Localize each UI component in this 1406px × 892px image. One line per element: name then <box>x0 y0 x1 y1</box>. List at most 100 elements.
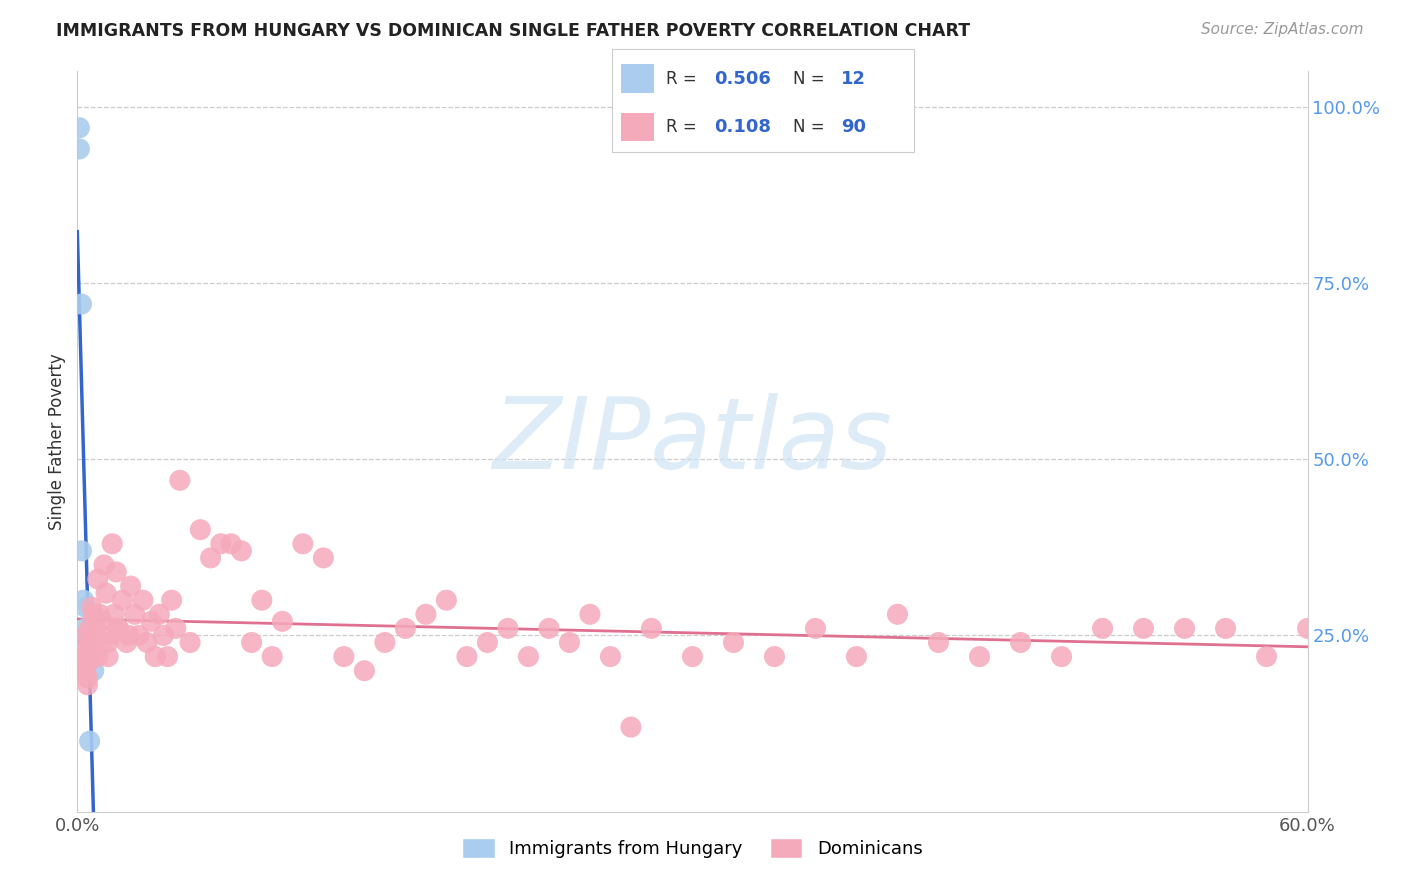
Point <box>76 649 98 664</box>
Point <box>87 572 110 586</box>
Point <box>152 628 174 642</box>
Text: 12: 12 <box>841 70 866 87</box>
Point <box>141 615 163 629</box>
Text: ZIPatlas: ZIPatlas <box>492 393 893 490</box>
Text: 90: 90 <box>841 118 866 136</box>
Point <box>83 607 105 622</box>
Point <box>209 537 232 551</box>
Point <box>219 537 242 551</box>
Point <box>640 621 662 635</box>
Point <box>188 523 212 537</box>
Text: IMMIGRANTS FROM HUNGARY VS DOMINICAN SINGLE FATHER POVERTY CORRELATION CHART: IMMIGRANTS FROM HUNGARY VS DOMINICAN SIN… <box>56 22 970 40</box>
Point <box>143 649 166 664</box>
Point <box>79 734 101 748</box>
Point <box>1132 621 1154 635</box>
Point <box>1296 621 1319 635</box>
Point <box>1174 621 1197 635</box>
Point <box>436 593 458 607</box>
Point <box>120 579 142 593</box>
Point <box>97 649 120 664</box>
Point <box>496 621 519 635</box>
Text: 0.108: 0.108 <box>714 118 772 136</box>
Point <box>845 649 868 664</box>
Point <box>97 635 120 649</box>
Point <box>165 621 187 635</box>
Point <box>76 678 98 692</box>
Point <box>75 642 97 657</box>
Point <box>456 649 478 664</box>
Point <box>79 621 101 635</box>
Point <box>394 621 416 635</box>
Point <box>76 657 98 671</box>
Legend: Immigrants from Hungary, Dominicans: Immigrants from Hungary, Dominicans <box>456 830 929 865</box>
Point <box>105 565 128 579</box>
Point <box>333 649 356 664</box>
Point <box>72 593 94 607</box>
Point <box>1215 621 1237 635</box>
Text: R =: R = <box>666 118 702 136</box>
Text: N =: N = <box>793 70 830 87</box>
Point <box>1091 621 1114 635</box>
Point <box>312 550 335 565</box>
Point <box>89 607 111 622</box>
Point <box>93 558 115 572</box>
Point <box>558 635 581 649</box>
Point <box>75 600 97 615</box>
Point <box>240 635 263 649</box>
Point <box>291 537 314 551</box>
Point <box>101 537 124 551</box>
Point <box>537 621 560 635</box>
Point <box>87 649 110 664</box>
Point <box>620 720 643 734</box>
Point <box>75 664 97 678</box>
Bar <box>620 112 654 141</box>
Text: R =: R = <box>666 70 702 87</box>
Point <box>169 473 191 487</box>
Point <box>517 649 540 664</box>
Point <box>72 649 94 664</box>
Point <box>67 142 90 156</box>
Point <box>179 635 201 649</box>
Point <box>98 628 121 642</box>
Point <box>353 664 375 678</box>
Point <box>72 664 94 678</box>
Point <box>107 621 129 635</box>
Point <box>1256 649 1278 664</box>
Point <box>200 550 222 565</box>
Point <box>148 607 170 622</box>
Text: Source: ZipAtlas.com: Source: ZipAtlas.com <box>1201 22 1364 37</box>
Point <box>271 615 294 629</box>
Point <box>262 649 284 664</box>
Point <box>579 607 602 622</box>
Point <box>115 635 138 649</box>
Point <box>1010 635 1032 649</box>
Point <box>70 297 93 311</box>
Point <box>111 593 134 607</box>
Point <box>79 635 101 649</box>
Point <box>886 607 908 622</box>
Point <box>83 607 105 622</box>
Point <box>132 593 155 607</box>
Point <box>415 607 437 622</box>
Point <box>67 120 90 135</box>
Point <box>374 635 396 649</box>
Point <box>160 593 183 607</box>
Bar <box>620 64 654 93</box>
Point <box>928 635 950 649</box>
Point <box>80 649 103 664</box>
Point <box>117 628 139 642</box>
Point <box>156 649 179 664</box>
Point <box>250 593 273 607</box>
Y-axis label: Single Father Poverty: Single Father Poverty <box>48 353 66 530</box>
Point <box>107 621 129 635</box>
Point <box>76 632 98 646</box>
Point <box>124 607 146 622</box>
Point <box>682 649 704 664</box>
Point <box>75 621 97 635</box>
Point <box>723 635 745 649</box>
Point <box>763 649 786 664</box>
Text: 0.506: 0.506 <box>714 70 772 87</box>
Point <box>83 664 105 678</box>
Point <box>804 621 827 635</box>
Point <box>84 621 107 635</box>
